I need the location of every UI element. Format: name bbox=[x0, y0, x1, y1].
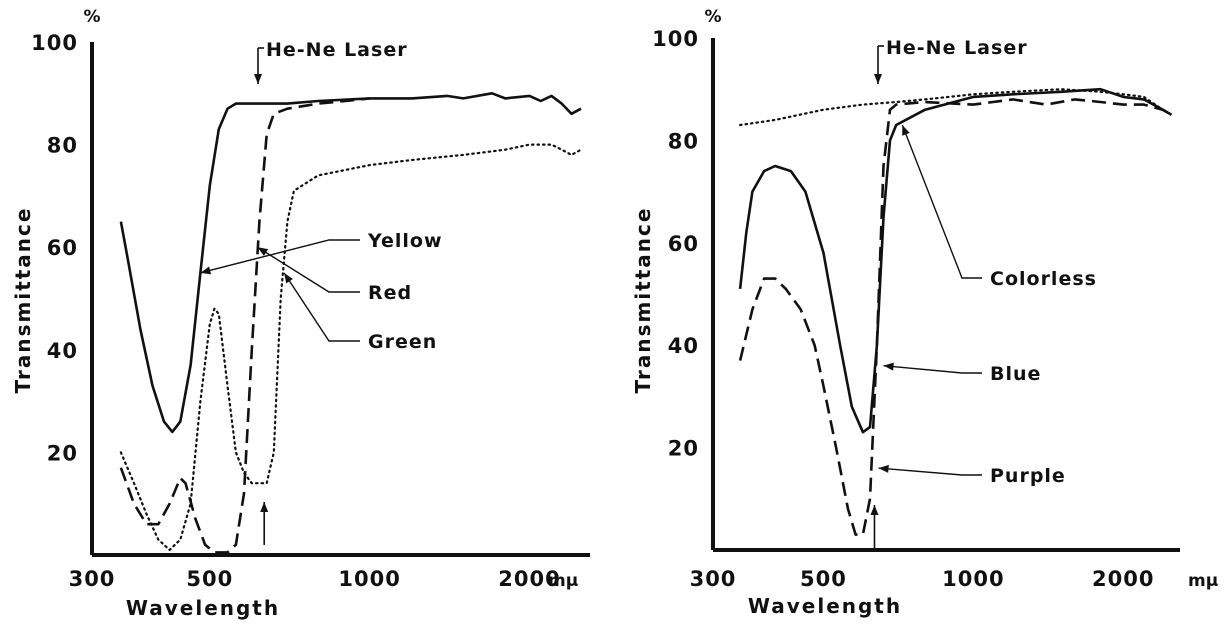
annotation-blue: Blue bbox=[883, 362, 1041, 385]
y-tick-label: 100 bbox=[652, 27, 699, 51]
annotation-leader bbox=[200, 239, 360, 274]
annotation-arrow-head bbox=[257, 247, 269, 256]
series-yellow bbox=[119, 92, 582, 434]
y-unit-label: % bbox=[83, 7, 100, 27]
laser-marker: He-Ne Laser bbox=[874, 37, 1028, 84]
y-tick-label: 60 bbox=[668, 232, 699, 256]
annotation-arrow-head bbox=[902, 125, 910, 136]
y-axis-title: Transmittance bbox=[631, 207, 655, 394]
annotation-arrow-head bbox=[883, 362, 894, 371]
annotation-label: Colorless bbox=[990, 268, 1097, 290]
laser-bottom-arrow-head bbox=[870, 505, 879, 515]
y-tick-label: 40 bbox=[47, 339, 78, 363]
y-tick-label: 60 bbox=[47, 236, 78, 260]
y-tick-label: 80 bbox=[668, 129, 699, 153]
laser-arrow-head bbox=[254, 74, 262, 84]
x-unit-label: mμ bbox=[548, 571, 578, 591]
series-colorless bbox=[739, 88, 1173, 127]
annotation-yellow: Yellow bbox=[200, 230, 443, 275]
laser-arrow-head bbox=[874, 74, 882, 84]
x-tick-label: 300 bbox=[690, 567, 737, 591]
y-axis-title: Transmittance bbox=[11, 207, 35, 394]
annotation-leader bbox=[257, 246, 360, 293]
x-tick-label: 500 bbox=[186, 567, 233, 591]
annotation-colorless: Colorless bbox=[901, 124, 1097, 290]
y-unit-label: % bbox=[704, 7, 721, 27]
annotation-arrow-head bbox=[200, 266, 212, 275]
x-tick-label: 300 bbox=[69, 567, 116, 591]
series-green bbox=[119, 143, 583, 551]
annotation-red: Red bbox=[257, 246, 412, 304]
annotation-leader bbox=[283, 272, 360, 342]
annotation-label: Purple bbox=[990, 465, 1066, 487]
annotation-purple: Purple bbox=[878, 464, 1066, 487]
annotation-arrow-head bbox=[284, 272, 293, 284]
annotation-label: Blue bbox=[990, 363, 1041, 385]
annotation-label: Red bbox=[368, 282, 412, 304]
annotation-leader bbox=[901, 124, 982, 279]
x-tick-label: 2000 bbox=[1092, 567, 1154, 591]
laser-marker: He-Ne Laser bbox=[254, 39, 408, 84]
x-unit-label: mμ bbox=[1188, 571, 1218, 591]
y-tick-label: 80 bbox=[47, 134, 78, 158]
y-tick-label: 20 bbox=[47, 441, 78, 465]
series-purple bbox=[738, 98, 1173, 536]
annotation-leader bbox=[883, 364, 982, 374]
x-tick-label: 1000 bbox=[338, 567, 400, 591]
series-blue bbox=[738, 87, 1173, 434]
x-tick-label: 2000 bbox=[498, 567, 560, 591]
y-tick-label: 40 bbox=[668, 334, 699, 358]
annotation-green: Green bbox=[283, 272, 437, 353]
laser-bottom-arrow-head bbox=[260, 502, 269, 512]
annotation-leader bbox=[878, 467, 982, 476]
laser-label: He-Ne Laser bbox=[266, 39, 408, 61]
x-axis-title: Wavelength bbox=[748, 594, 902, 618]
annotation-label: Yellow bbox=[367, 230, 443, 252]
series-red bbox=[119, 97, 370, 554]
y-tick-label: 20 bbox=[668, 437, 699, 461]
y-tick-label: 100 bbox=[31, 31, 78, 55]
laser-label: He-Ne Laser bbox=[886, 37, 1028, 59]
annotation-label: Green bbox=[368, 331, 437, 353]
chart-panel-2: 20 40 60 80 100 300 500 1000 2000 mμ% Wavelength Tr… bbox=[631, 7, 1218, 618]
x-tick-label: 500 bbox=[800, 567, 847, 591]
annotation-arrow-head bbox=[878, 464, 889, 473]
x-tick-label: 1000 bbox=[942, 567, 1004, 591]
x-axis-title: Wavelength bbox=[126, 596, 280, 620]
